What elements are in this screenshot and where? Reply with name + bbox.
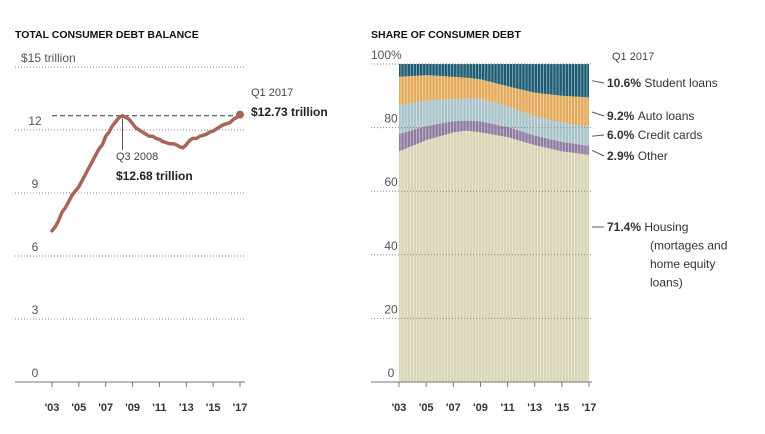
right-end-period-label: Q1 2017 (612, 51, 654, 63)
left-ytick-label: 9 (32, 177, 39, 191)
left-xtick-label: '09 (125, 402, 140, 414)
right-series-label: 10.6% Student loans (607, 76, 718, 90)
left-ytick-label: $15 trillion (21, 51, 76, 65)
right-xtick-label: '11 (500, 402, 514, 414)
right-xtick-label: '09 (473, 402, 488, 414)
left-ytick-label: 3 (32, 303, 39, 317)
right-series-label: 6.0% Credit cards (607, 128, 702, 142)
right-ytick-label: 0 (388, 366, 395, 380)
left-xtick-label: '17 (233, 402, 248, 414)
left-chart-title: TOTAL CONSUMER DEBT BALANCE (15, 29, 199, 41)
left-ytick-label: 12 (28, 114, 42, 128)
right-xtick-label: '05 (419, 402, 434, 414)
right-xtick-label: '17 (582, 402, 597, 414)
left-ytick-label: 0 (32, 366, 39, 380)
right-housing-label-line: home equity (650, 257, 715, 271)
right-ytick-label: 20 (384, 302, 398, 316)
right-label-leader (591, 134, 605, 137)
right-xtick-label: '07 (446, 402, 461, 414)
left-end-value-label: $12.73 trillion (251, 105, 328, 119)
left-debt-line (50, 112, 242, 233)
right-xtick-label: '13 (527, 402, 542, 414)
left-xtick-label: '15 (206, 402, 221, 414)
left-xtick-label: '13 (179, 402, 194, 414)
right-xtick-label: '15 (554, 402, 569, 414)
left-xtick-label: '11 (152, 402, 166, 414)
right-series-label: 9.2% Auto loans (607, 109, 694, 123)
left-xtick-label: '03 (45, 402, 60, 414)
left-xtick-label: '05 (71, 402, 86, 414)
left-xtick-label: '07 (98, 402, 113, 414)
right-ytick-label: 100% (371, 48, 402, 62)
right-xtick-label: '03 (392, 402, 407, 414)
right-series-label: 2.9% Other (607, 149, 668, 163)
left-peak-value-label: $12.68 trillion (116, 169, 193, 183)
right-housing-label-line: loans) (650, 276, 683, 290)
right-ytick-label: 80 (384, 112, 398, 126)
right-housing-label: 71.4% Housing (607, 220, 688, 234)
right-housing-label-line: (mortages and (650, 239, 727, 253)
left-peak-period-label: Q3 2008 (116, 151, 158, 163)
right-label-leader (591, 80, 605, 84)
right-label-leader (591, 111, 605, 117)
right-chart-title: SHARE OF CONSUMER DEBT (371, 29, 522, 41)
left-endpoint-marker (236, 110, 244, 119)
left-ytick-label: 6 (32, 240, 39, 254)
area-other (399, 120, 589, 155)
left-end-period-label: Q1 2017 (251, 87, 293, 99)
right-ytick-label: 60 (384, 175, 398, 189)
right-label-leader (591, 149, 605, 157)
right-ytick-label: 40 (384, 239, 398, 253)
